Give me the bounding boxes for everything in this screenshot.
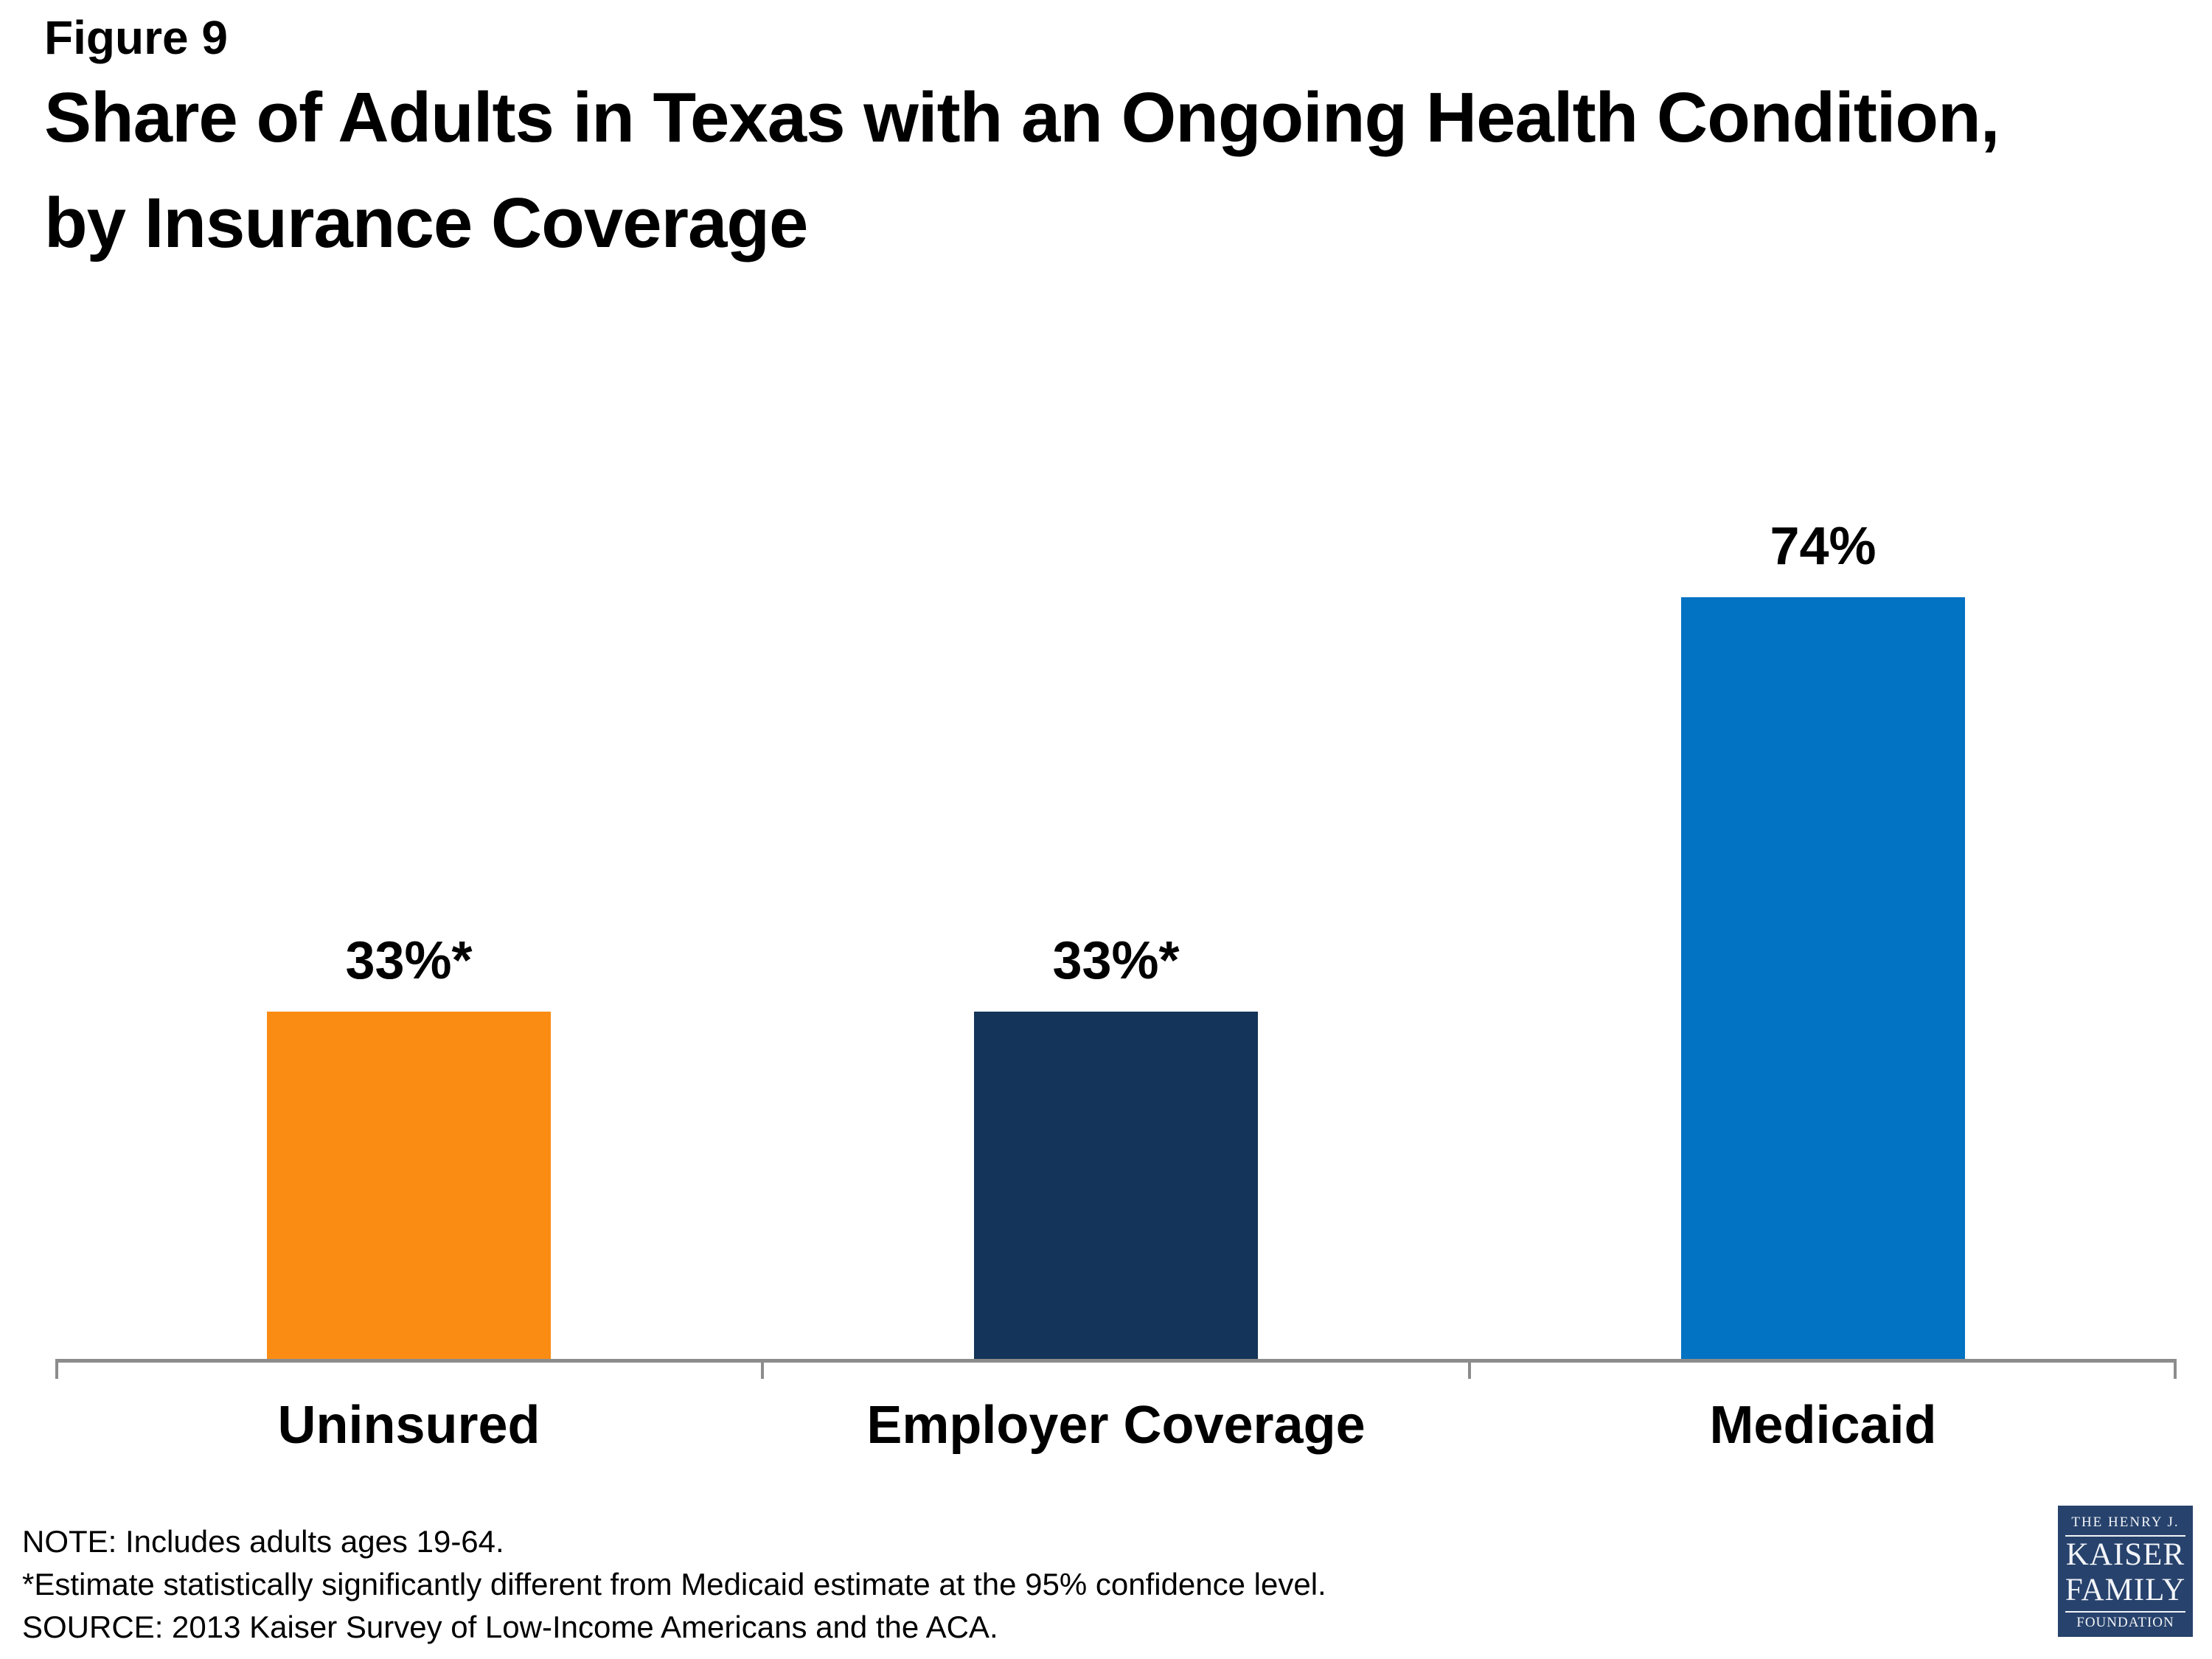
- logo-text-the-henry-j: THE HENRY J.: [2071, 1514, 2180, 1530]
- x-axis-line: [55, 1359, 2177, 1363]
- bar-employer-coverage: [974, 1011, 1258, 1359]
- x-axis-tick: [55, 1359, 58, 1379]
- logo-divider: [2065, 1535, 2185, 1537]
- x-axis-tick: [2174, 1359, 2177, 1379]
- bar-value-medicaid: 74%: [1770, 517, 1877, 576]
- footnote-asterisk: *Estimate statistically significantly di…: [22, 1567, 1326, 1601]
- x-axis-tick: [761, 1359, 764, 1379]
- bar-group-medicaid: 74%: [1470, 516, 2177, 1359]
- bar-group-employer-coverage: 33%*: [762, 516, 1470, 1359]
- logo-divider: [2065, 1610, 2185, 1613]
- logo-text-kaiser: KAISER: [2065, 1537, 2185, 1573]
- bar-medicaid: [1681, 597, 1965, 1359]
- logo-text-foundation: FOUNDATION: [2076, 1614, 2174, 1630]
- bar-chart-plot-area: 33%* 33%* 74%: [55, 516, 2177, 1359]
- kaiser-family-foundation-logo: THE HENRY J. KAISER FAMILY FOUNDATION: [2058, 1506, 2193, 1637]
- bar-value-employer-coverage: 33%*: [1052, 931, 1180, 990]
- footnote-note: NOTE: Includes adults ages 19-64.: [22, 1524, 504, 1559]
- bar-value-uninsured: 33%*: [345, 931, 473, 990]
- chart-title-line-2: by Insurance Coverage: [44, 184, 808, 262]
- figure-number-label: Figure 9: [44, 11, 228, 64]
- bar-group-uninsured: 33%*: [55, 516, 762, 1359]
- bar-uninsured: [267, 1011, 551, 1359]
- category-label-employer-coverage: Employer Coverage: [866, 1396, 1366, 1455]
- logo-text-family: FAMILY: [2065, 1572, 2186, 1607]
- category-label-uninsured: Uninsured: [277, 1396, 540, 1455]
- x-axis-tick: [1468, 1359, 1471, 1379]
- x-axis-category-labels: Uninsured Employer Coverage Medicaid: [55, 1395, 2177, 1455]
- category-label-medicaid: Medicaid: [1709, 1396, 1937, 1455]
- chart-title-line-1: Share of Adults in Texas with an Ongoing…: [44, 78, 2000, 157]
- chart-title: Share of Adults in Texas with an Ongoing…: [44, 65, 2000, 276]
- footnotes: NOTE: Includes adults ages 19-64. *Estim…: [22, 1520, 1326, 1649]
- footnote-source: SOURCE: 2013 Kaiser Survey of Low-Income…: [22, 1610, 998, 1644]
